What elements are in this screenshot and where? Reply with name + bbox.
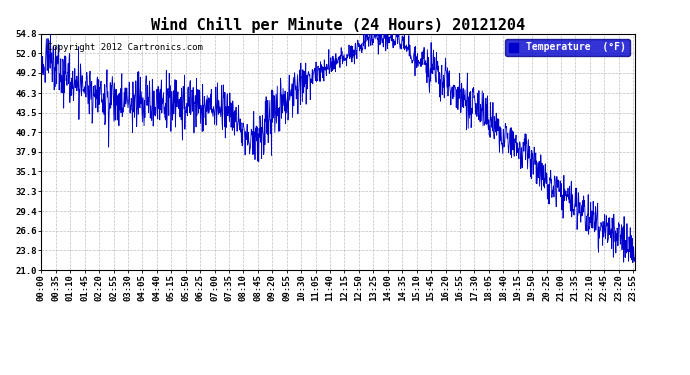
Legend: Temperature  (°F): Temperature (°F) xyxy=(505,39,630,56)
Text: Copyright 2012 Cartronics.com: Copyright 2012 Cartronics.com xyxy=(48,43,204,52)
Title: Wind Chill per Minute (24 Hours) 20121204: Wind Chill per Minute (24 Hours) 2012120… xyxy=(151,16,525,33)
